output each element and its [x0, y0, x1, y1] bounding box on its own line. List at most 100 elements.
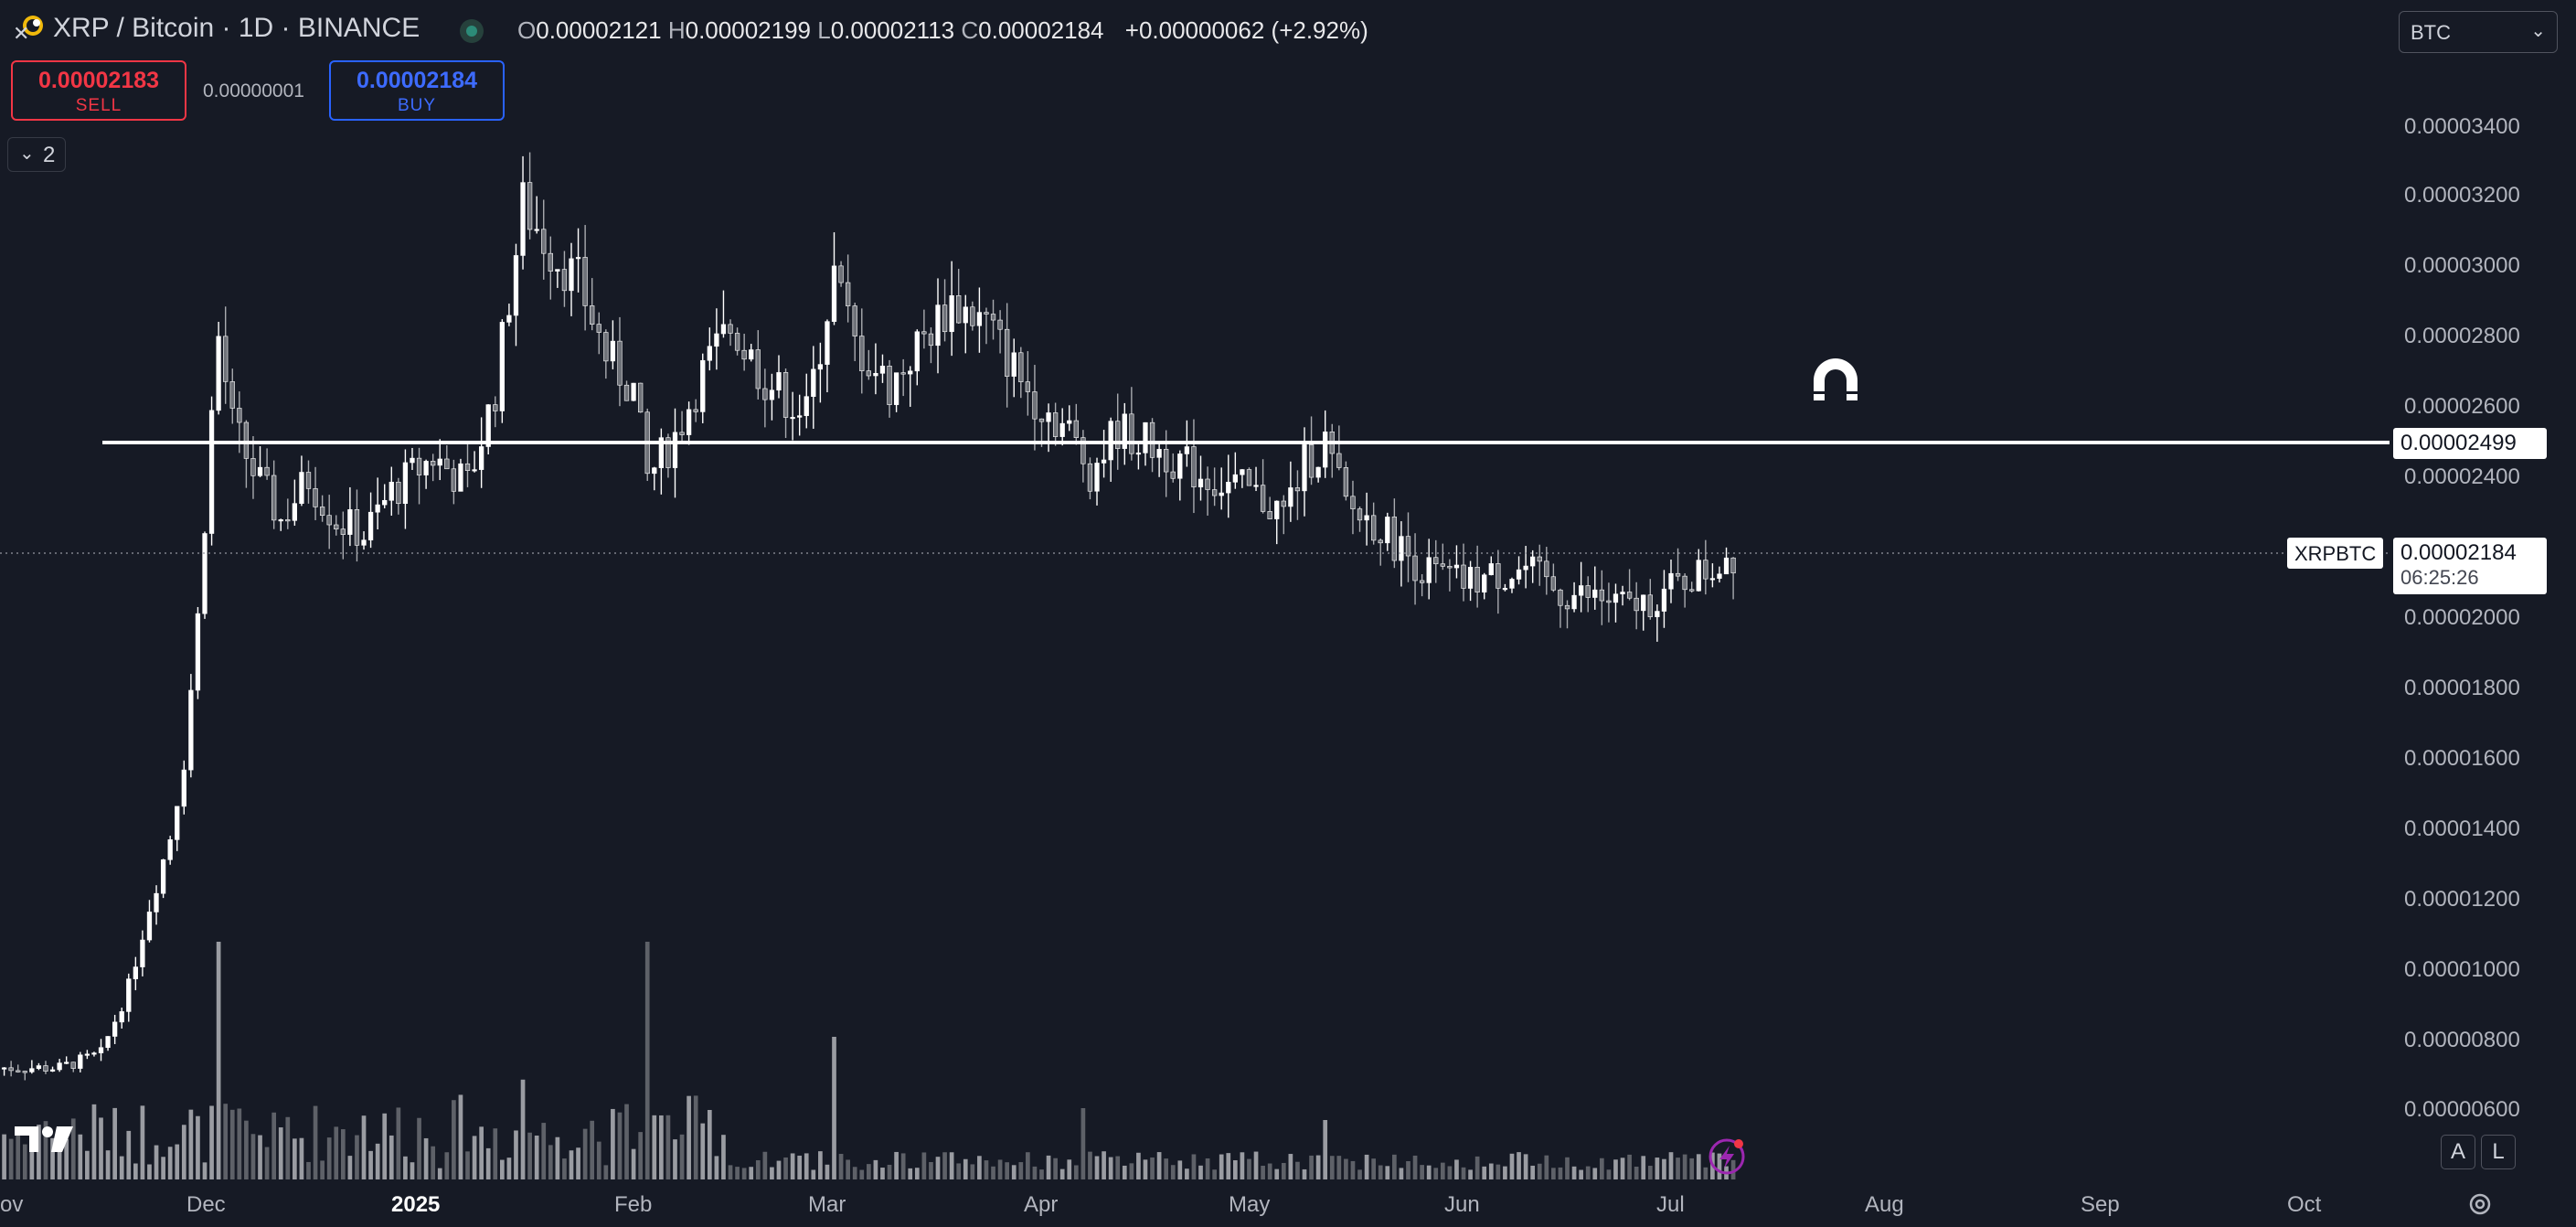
candle-body	[78, 1054, 83, 1069]
candle-body	[1405, 536, 1411, 557]
candle-body	[1080, 437, 1086, 464]
candle	[1253, 466, 1259, 492]
candle	[873, 343, 878, 395]
volume-bar	[949, 1152, 954, 1179]
candle	[1364, 492, 1369, 546]
tradingview-logo-icon[interactable]	[13, 1121, 77, 1158]
candle	[1080, 430, 1086, 483]
candle	[762, 368, 768, 428]
volume-bar	[431, 1146, 436, 1179]
candle-body	[1094, 463, 1100, 492]
candle-body	[741, 349, 747, 360]
volume-bar	[1046, 1155, 1051, 1179]
candle	[1447, 559, 1453, 592]
candle	[949, 261, 954, 357]
candle	[908, 366, 913, 407]
candle	[437, 439, 442, 481]
candle-body	[928, 333, 934, 347]
settings-icon[interactable]	[2466, 1190, 2494, 1218]
volume-bar	[458, 1094, 463, 1179]
candle	[354, 489, 360, 562]
volume-bar	[1026, 1152, 1030, 1179]
candle	[154, 885, 159, 925]
candle	[914, 329, 920, 386]
volume-bar	[617, 1112, 623, 1179]
candle	[485, 404, 491, 455]
candle	[340, 511, 346, 560]
candle	[1405, 512, 1411, 582]
volume-bar	[78, 1134, 83, 1179]
volume-bar	[403, 1156, 408, 1179]
candle-body	[1585, 585, 1591, 598]
candle	[1453, 545, 1460, 579]
volume-bar	[1406, 1160, 1410, 1179]
magnet-icon[interactable]	[1808, 355, 1863, 404]
time-scale-label: Feb	[614, 1192, 653, 1217]
buy-button[interactable]: 0.00002184 BUY	[329, 60, 505, 121]
candle-body	[873, 373, 878, 377]
candle-body	[672, 432, 678, 468]
candle	[1343, 461, 1349, 501]
candle	[1426, 539, 1432, 600]
candle	[1011, 338, 1017, 398]
volume-bar	[1094, 1156, 1100, 1179]
volume-bar	[1288, 1154, 1293, 1179]
volume-bar	[1509, 1153, 1515, 1179]
candle	[1087, 457, 1093, 500]
candle-body	[762, 388, 768, 400]
volume-bar	[1185, 1168, 1189, 1179]
volume-bar	[1350, 1160, 1356, 1179]
indicators-toggle-button[interactable]: ⌄ 2	[7, 137, 66, 172]
price-scale-label: 0.00002800	[2404, 324, 2520, 348]
auto-scale-button[interactable]: A	[2441, 1135, 2475, 1169]
candle	[271, 460, 277, 529]
candle-body	[1488, 563, 1494, 576]
log-scale-button[interactable]: L	[2481, 1135, 2516, 1169]
candle	[1730, 557, 1736, 600]
sell-button[interactable]: 0.00002183 SELL	[11, 60, 186, 121]
candle	[112, 1014, 118, 1044]
candle-body	[98, 1047, 104, 1053]
price-scale-label: 0.00002400	[2404, 464, 2520, 489]
candle	[1135, 443, 1142, 470]
candle	[990, 299, 996, 340]
volume-bar	[1088, 1151, 1092, 1179]
candle	[64, 1056, 69, 1064]
close-icon[interactable]: ✕	[13, 22, 30, 45]
volume-bar	[534, 1136, 539, 1179]
market-status-icon[interactable]	[460, 19, 484, 43]
volume-bar	[997, 1159, 1003, 1179]
candle	[1689, 581, 1695, 593]
candle-body	[175, 806, 180, 840]
candle-body	[707, 346, 712, 361]
volume-bar	[250, 1134, 256, 1179]
volume-bar	[1454, 1159, 1459, 1179]
candle-body	[264, 466, 270, 476]
candle-body	[782, 372, 789, 418]
candle-body	[797, 415, 803, 418]
currency-select[interactable]: BTC ⌄	[2399, 11, 2558, 53]
candle	[1302, 427, 1307, 517]
candle	[852, 303, 857, 361]
candle	[984, 307, 989, 345]
candle-body	[340, 528, 346, 535]
volume-bar	[880, 1168, 885, 1179]
lightning-icon[interactable]	[1708, 1137, 1746, 1176]
candle-body	[908, 370, 913, 375]
symbol-title[interactable]: XRP / Bitcoin · 1D · BINANCE	[53, 13, 420, 43]
candle-body	[935, 304, 941, 347]
candle-body	[1364, 515, 1369, 521]
candle-body	[84, 1053, 90, 1056]
volume-bar	[700, 1123, 706, 1179]
candle-body	[817, 364, 824, 370]
volume-bar	[576, 1147, 580, 1179]
volume-bar	[1336, 1156, 1342, 1179]
candle	[126, 973, 132, 1022]
sell-label: SELL	[75, 96, 122, 115]
candle-body	[1689, 589, 1695, 592]
volume-bar	[1530, 1165, 1536, 1179]
candle	[305, 460, 312, 504]
volume-bar	[1281, 1162, 1286, 1179]
candle	[900, 358, 906, 397]
